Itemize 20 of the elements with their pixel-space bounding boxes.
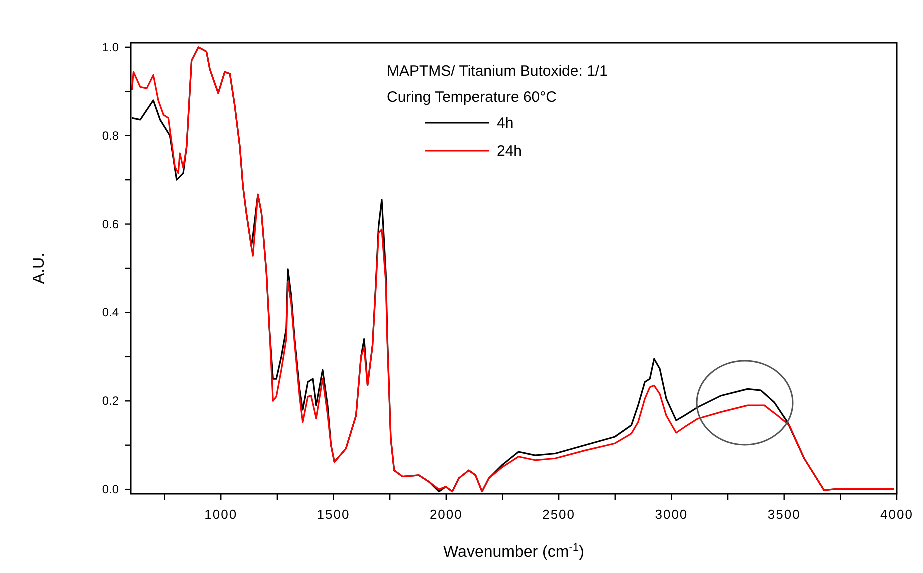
legend-label: 24h [497,143,522,160]
y-tick-label: 0.8 [102,128,120,143]
x-tick-label: 1000 [204,507,238,522]
x-tick-label: 3500 [768,507,801,522]
x-tick-label: 3000 [655,507,688,522]
x-axis-title: Wavenumber (cm$^{-1}$) [444,542,584,561]
legend-title: MAPTMS/ Titanium Butoxide: 1/1 [387,63,608,80]
y-axis-title: A.U. [31,252,48,284]
y-tick-label: 0.0 [102,482,120,497]
x-tick-label: 1500 [317,507,350,522]
annotation: Curing Temperature 60°C [387,89,558,106]
y-tick-label: 0.4 [102,306,120,320]
line-series [131,46,895,493]
y-tick-label: 0.6 [102,217,120,232]
x-tick-label: 2000 [430,507,463,522]
y-tick-label: 1.0 [102,40,120,54]
legend-label: 4h [497,115,514,132]
x-tick-label: 4000 [880,507,914,522]
x-tick-label: 2500 [542,507,576,522]
y-tick-label: 0.2 [102,394,120,408]
